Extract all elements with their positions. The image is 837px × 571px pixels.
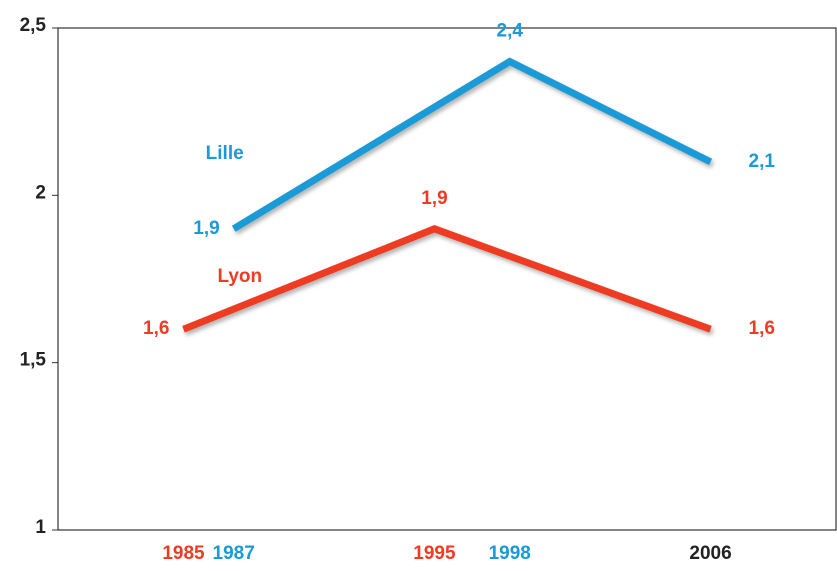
value-label: 1,6 [749, 318, 775, 339]
x-tick-label: 1998 [489, 543, 531, 564]
value-label: 1,9 [193, 218, 219, 239]
series-line [231, 57, 713, 232]
y-tick-label: 1 [35, 517, 46, 538]
value-label: 2,4 [497, 20, 524, 41]
series-line [182, 225, 712, 333]
y-tick-label: 1,5 [20, 350, 47, 371]
y-tick-label: 2 [35, 182, 46, 203]
x-tick-label: 2006 [689, 543, 731, 564]
x-tick-label: 1987 [213, 543, 255, 564]
x-tick-label: 1995 [413, 543, 456, 564]
series-name: Lyon [217, 266, 262, 287]
value-label: 2,1 [749, 151, 776, 172]
value-label: 1,6 [143, 318, 169, 339]
y-tick-label: 2,5 [20, 15, 47, 36]
value-label: 1,9 [421, 188, 447, 209]
plot-frame [57, 27, 837, 531]
series-name: Lille [206, 143, 244, 164]
x-tick-label: 1985 [162, 543, 205, 564]
